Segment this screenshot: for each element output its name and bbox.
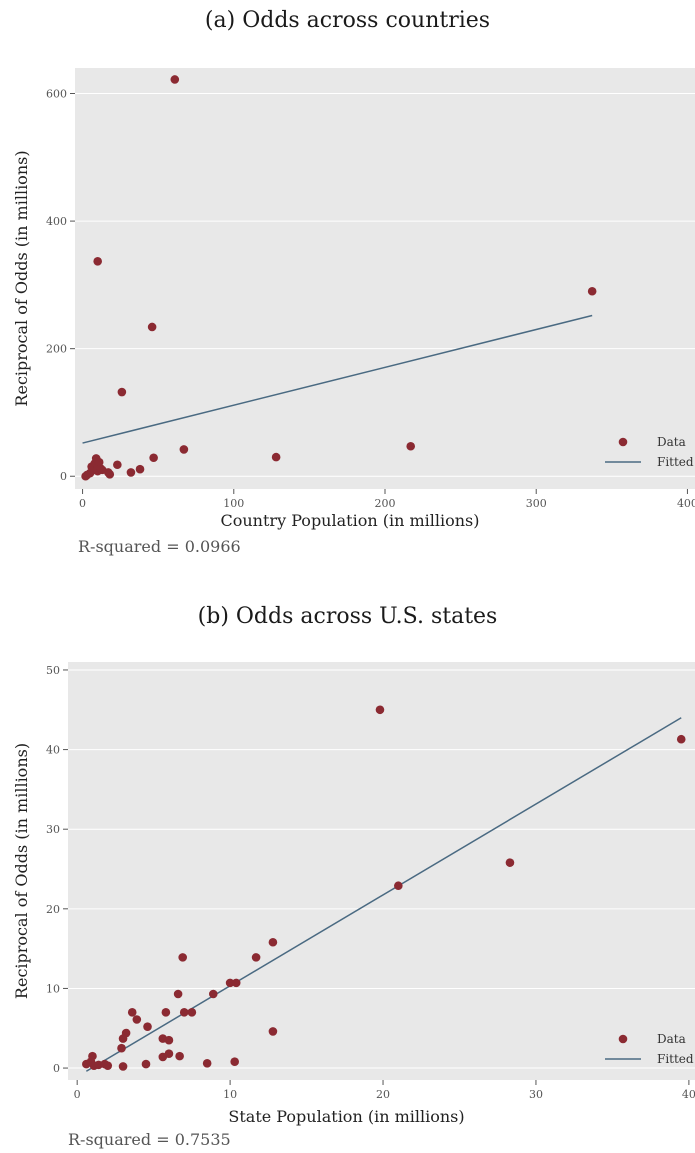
data-point-b [202,1058,212,1068]
data-point-b [231,978,241,988]
data-point-b [118,1034,128,1043]
data-point-a [406,441,416,451]
data-point-b [89,1061,99,1070]
data-point-b [208,989,218,999]
legend-data-marker-a [618,437,628,447]
tick-label-x-b: 0 [74,1088,81,1101]
chart-a: 0 200 400 600 0 100 200 300 400 Country Populatio… [12,68,695,530]
tick-label-y-b: 50 [46,664,60,677]
data-point-b [143,1022,152,1031]
tick-label-y-b: 30 [46,823,60,836]
data-point-b [268,1027,278,1036]
data-point-a [105,470,115,479]
data-point-b [164,1049,174,1059]
tick-label-y-b: 10 [46,982,60,995]
data-point-a [149,453,158,463]
data-point-a [271,452,281,462]
x-axis-label-b: State Population (in millions) [228,1107,464,1126]
data-point-a [147,322,157,332]
data-point-b [141,1059,151,1069]
data-point-b [164,1035,174,1045]
legend-data-marker-b [618,1034,628,1044]
legend-data-label-b: Data [657,1032,686,1046]
data-point-b [178,953,187,962]
data-point-b [117,1043,126,1053]
legend-fitted-label-b: Fitted [657,1052,694,1066]
data-point-a [587,286,597,296]
tick-label-y-a: 600 [46,88,67,101]
legend-fitted-label-a: Fitted [657,455,694,469]
fitted-line-a [82,314,593,444]
data-point-b [225,978,235,988]
chart-b-title: (b) Odds across U.S. states [197,604,498,629]
data-point-a [135,464,145,474]
data-point-b [127,1008,137,1017]
tick-label-y-b: 20 [46,903,60,916]
tick-label-y-a: 0 [60,470,67,483]
data-point-b [505,858,515,867]
tick-label-x-b: 40 [682,1088,695,1101]
y-axis-label-b: Reciprocal of Odds (in millions) [12,743,31,999]
data-point-b [161,1008,171,1017]
data-point-a [113,460,122,470]
data-point-b [187,1008,197,1017]
x-axis-label-a: Country Population (in millions) [221,511,480,530]
data-point-a [126,468,136,477]
plot-area-b [68,662,695,1080]
data-point-b [118,1062,128,1071]
data-point-a [179,445,189,454]
tick-label-x-b: 10 [223,1088,237,1101]
data-point-a [93,256,102,266]
data-point-b [179,1008,189,1017]
data-point-b [230,1057,239,1066]
data-point-b [268,937,278,947]
data-point-b [394,881,403,891]
tick-label-x-b: 30 [529,1088,543,1101]
chart-b-r-squared: R-squared = 0.7535 [68,1130,231,1149]
data-point-b [103,1061,113,1070]
tick-label-x-b: 20 [376,1088,390,1101]
tick-label-x-a: 300 [526,497,547,510]
tick-label-y-b: 40 [46,744,60,757]
tick-label-y-a: 400 [46,215,67,228]
data-point-a [117,387,127,397]
tick-label-x-a: 100 [223,497,244,510]
y-axis-label-a: Reciprocal of Odds (in millions) [12,150,31,406]
data-point-b [251,953,261,962]
chart-a-r-squared: R-squared = 0.0966 [78,537,241,556]
data-point-a [170,75,180,84]
tick-label-x-a: 400 [677,497,695,510]
data-point-b [375,705,385,715]
chart-a-title: (a) Odds across countries [204,8,491,33]
legend-data-label-a: Data [657,435,686,449]
tick-label-y-b: 0 [53,1062,60,1075]
tick-label-y-a: 200 [46,343,67,356]
data-point-b [132,1015,142,1024]
data-point-b [173,989,183,999]
tick-label-x-a: 200 [375,497,396,510]
tick-label-x-a: 0 [79,497,86,510]
data-point-b [175,1051,184,1061]
data-point-b [88,1051,97,1061]
data-point-b [676,734,686,744]
